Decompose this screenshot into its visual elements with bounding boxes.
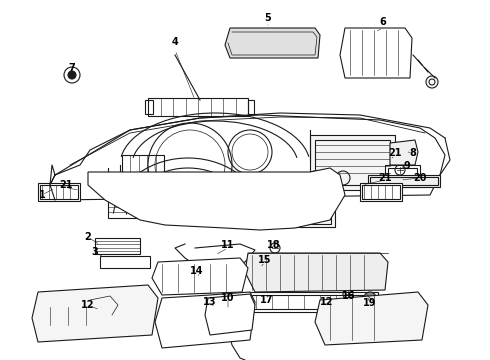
Text: 10: 10 (221, 293, 235, 303)
Bar (38, 183, 80, 201)
Bar (252, 295, 374, 309)
Text: 15: 15 (258, 255, 272, 265)
Polygon shape (50, 115, 445, 200)
Bar (100, 256, 150, 268)
Text: 13: 13 (203, 297, 217, 307)
Polygon shape (340, 28, 412, 78)
Bar (45, 305, 100, 327)
Polygon shape (315, 292, 428, 345)
Bar (40, 185, 78, 199)
Bar (315, 140, 390, 185)
Text: 14: 14 (190, 266, 204, 276)
Polygon shape (205, 294, 255, 335)
Bar (270, 185, 335, 227)
Text: 12: 12 (320, 297, 334, 307)
Bar (248, 292, 378, 312)
Bar (148, 98, 248, 116)
Text: 2: 2 (85, 232, 91, 242)
Polygon shape (390, 140, 418, 165)
Text: 19: 19 (363, 298, 377, 308)
Text: 17: 17 (260, 295, 274, 305)
Text: 21: 21 (59, 180, 73, 190)
Bar (95, 238, 140, 254)
Text: 5: 5 (265, 13, 271, 23)
Bar (145, 100, 153, 114)
Text: 3: 3 (92, 247, 98, 257)
Polygon shape (32, 285, 158, 342)
Text: 7: 7 (69, 63, 75, 73)
Bar (362, 185, 400, 199)
Bar (325, 302, 413, 337)
Bar (385, 165, 420, 187)
Text: 8: 8 (410, 148, 416, 158)
Circle shape (429, 79, 435, 85)
Text: 12: 12 (81, 300, 95, 310)
Bar (370, 177, 438, 185)
Bar (274, 188, 331, 224)
Bar (368, 175, 440, 187)
Bar (360, 183, 402, 201)
Text: 21: 21 (378, 173, 392, 183)
Text: 9: 9 (404, 161, 411, 171)
Polygon shape (245, 253, 388, 292)
Text: 1: 1 (39, 190, 46, 200)
Polygon shape (152, 258, 248, 295)
Text: 11: 11 (221, 240, 235, 250)
Text: 21: 21 (388, 148, 402, 158)
Polygon shape (225, 28, 320, 58)
Circle shape (364, 292, 376, 304)
Text: 4: 4 (172, 37, 178, 47)
Bar (122, 155, 164, 180)
Text: 18: 18 (267, 240, 281, 250)
Bar (348, 32, 406, 74)
Bar (388, 168, 417, 184)
Text: 16: 16 (342, 291, 356, 301)
Text: 20: 20 (413, 173, 427, 183)
Bar (248, 100, 254, 114)
Polygon shape (88, 168, 345, 230)
Circle shape (68, 71, 76, 79)
Polygon shape (155, 292, 255, 348)
Bar (310, 135, 395, 190)
Bar (108, 190, 153, 218)
Text: 6: 6 (380, 17, 387, 27)
